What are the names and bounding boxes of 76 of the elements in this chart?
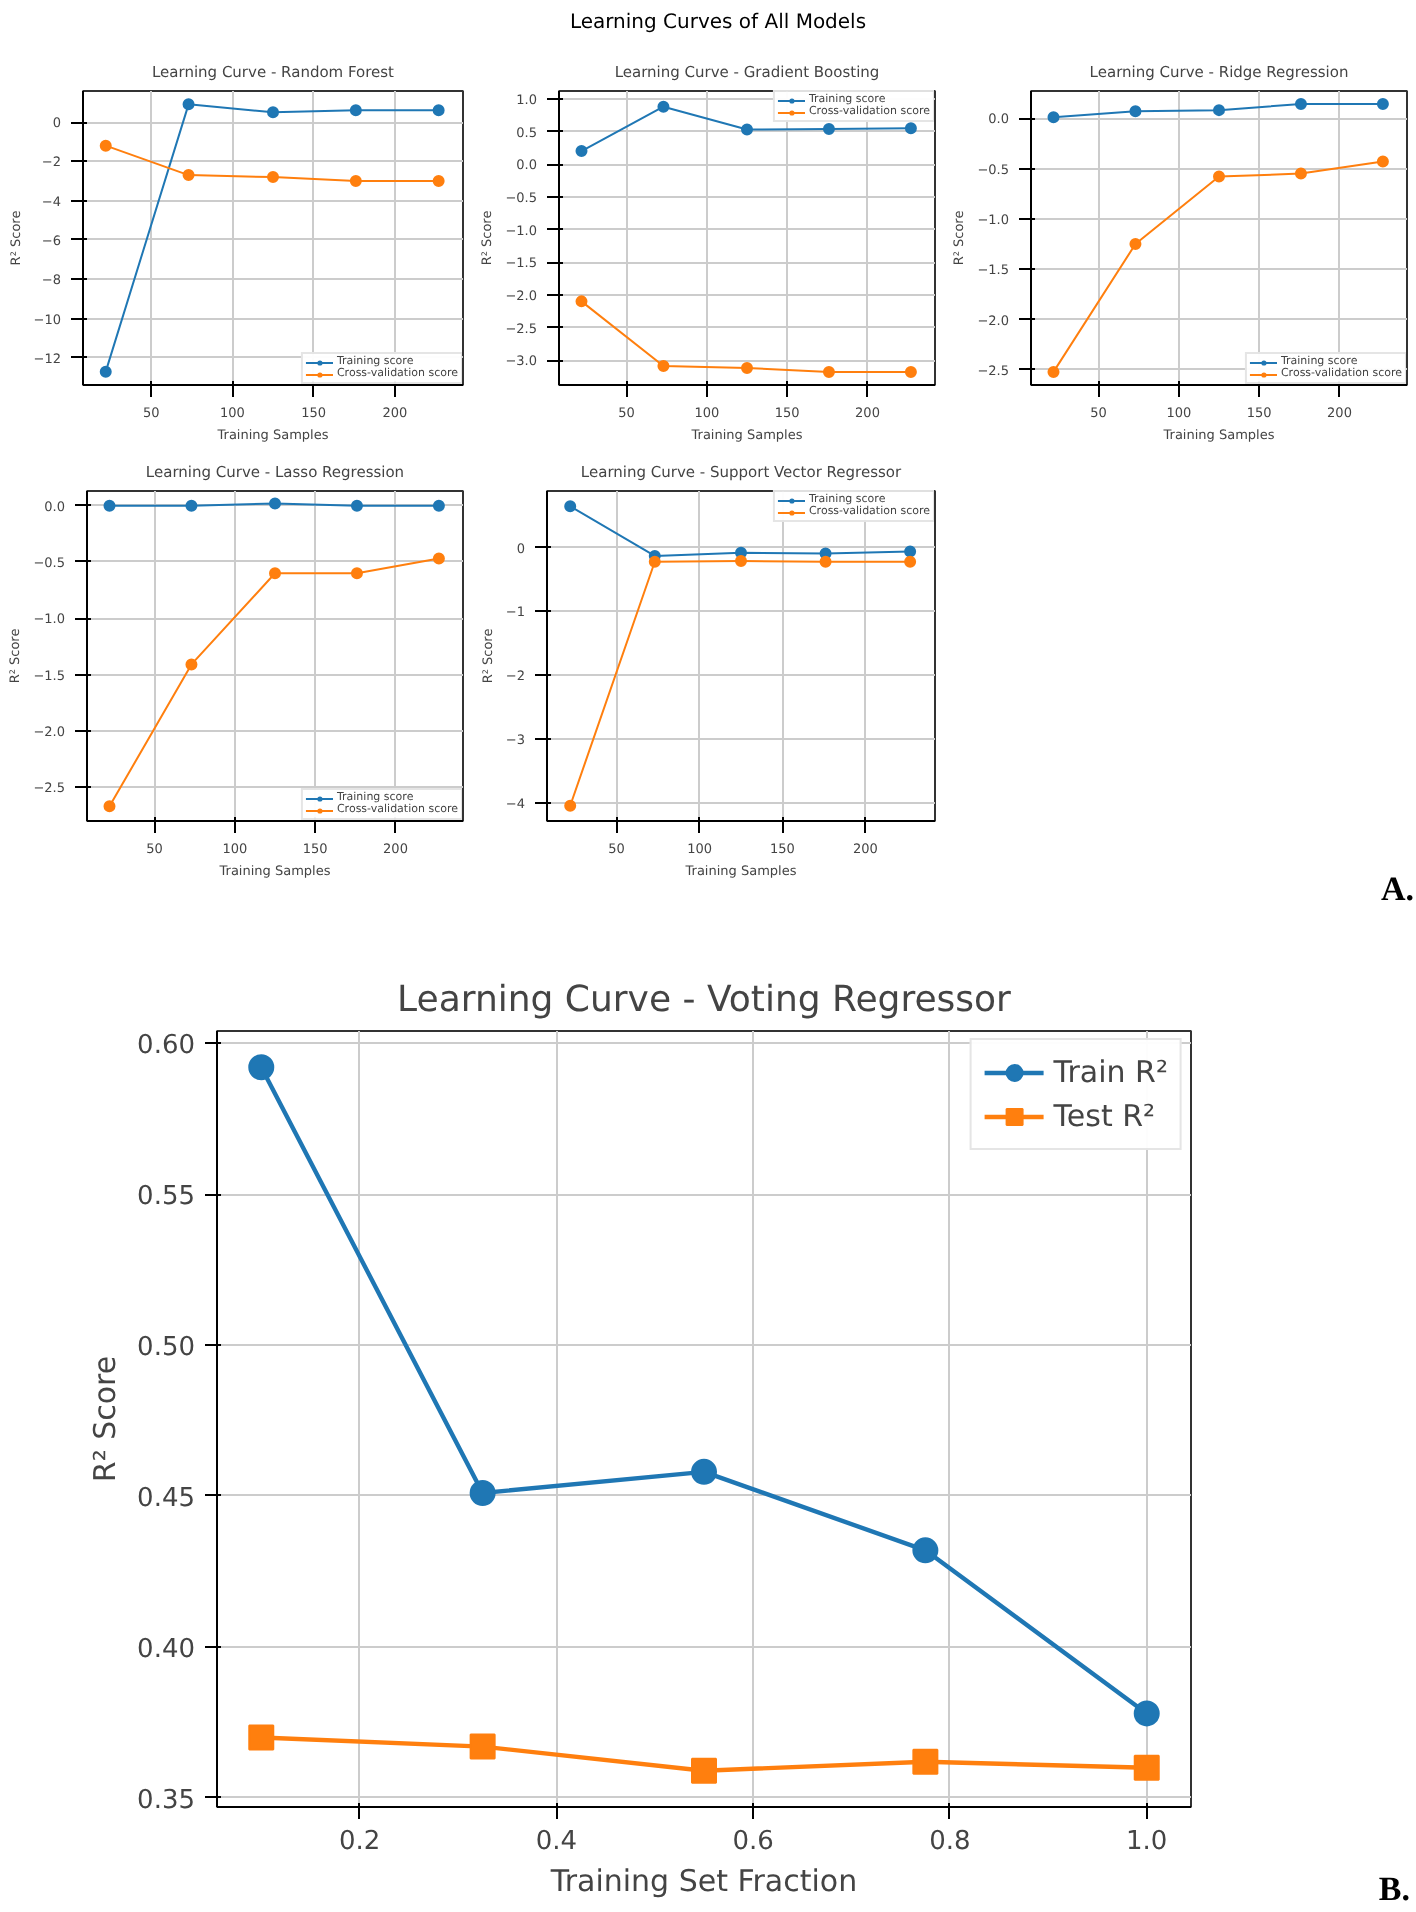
- y-tick-label: 0.45: [137, 1484, 196, 1514]
- point: [1129, 238, 1142, 251]
- point: [350, 499, 363, 512]
- point: [185, 499, 198, 512]
- point: [904, 555, 917, 568]
- x-tick-label: 0.6: [732, 1827, 774, 1857]
- point: [564, 500, 577, 513]
- chart-title: Learning Curve - Voting Regressor: [397, 979, 1013, 1021]
- point: [185, 658, 198, 671]
- point: [822, 122, 835, 135]
- point: [1133, 1700, 1160, 1727]
- point: [575, 145, 588, 158]
- point: [691, 1757, 717, 1784]
- point: [432, 175, 445, 187]
- point: [912, 1748, 939, 1775]
- y-tick-label: 0.50: [137, 1333, 196, 1364]
- y-tick-label: 0.40: [137, 1634, 196, 1665]
- point: [822, 365, 835, 378]
- point: [432, 552, 445, 565]
- point: [182, 169, 195, 182]
- point: [269, 497, 281, 510]
- x-tick-label: 0.4: [535, 1827, 578, 1857]
- x-tick-label: 1.0: [1126, 1827, 1168, 1857]
- point: [904, 545, 917, 558]
- y-tick-label: 0.35: [137, 1785, 196, 1816]
- point: [469, 1733, 496, 1760]
- point: [349, 104, 362, 117]
- y-tick-label: 0.60: [137, 1031, 196, 1062]
- point: [432, 499, 445, 512]
- text: Learning Curves of All Models: [569, 10, 867, 38]
- point: [564, 799, 577, 812]
- point: [350, 567, 363, 580]
- point: [1294, 98, 1307, 111]
- point: [735, 555, 747, 568]
- point: [819, 555, 832, 568]
- point: [691, 1458, 717, 1485]
- y-axis-title: R² Score: [87, 1355, 124, 1483]
- point: [904, 365, 917, 378]
- x-tick-label: 0.8: [929, 1827, 971, 1857]
- point: [904, 122, 917, 135]
- point: [432, 104, 445, 117]
- point: [248, 1724, 275, 1751]
- point: [267, 106, 279, 119]
- point: [741, 123, 753, 136]
- point: [1376, 155, 1389, 168]
- point: [99, 139, 112, 152]
- point: [648, 555, 661, 568]
- point: [469, 1480, 496, 1506]
- point: [1376, 98, 1389, 111]
- text: B.: [1378, 1867, 1410, 1912]
- point: [1047, 365, 1060, 378]
- point: [1129, 105, 1142, 118]
- x-axis-title: Training Set Fraction: [548, 1863, 858, 1899]
- point: [741, 362, 753, 374]
- point: [1047, 111, 1060, 124]
- point: [182, 98, 195, 111]
- text: A.: [1380, 867, 1414, 912]
- point: [1133, 1754, 1160, 1781]
- point: [657, 100, 670, 113]
- point: [1213, 104, 1225, 117]
- point: [1213, 170, 1225, 183]
- point: [99, 365, 112, 378]
- point: [575, 295, 588, 308]
- point: [657, 360, 670, 373]
- point: [1294, 167, 1307, 180]
- point: [349, 175, 362, 187]
- legend-label: Test R²: [1053, 1096, 1156, 1136]
- y-tick-label: 0.55: [137, 1182, 196, 1213]
- point: [912, 1537, 939, 1564]
- point: [103, 499, 116, 512]
- point: [248, 1054, 275, 1081]
- legend-label: Train R²: [1053, 1052, 1168, 1092]
- point: [267, 171, 279, 184]
- x-tick-label: 0.2: [338, 1827, 381, 1857]
- point: [103, 800, 116, 813]
- point: [269, 567, 281, 580]
